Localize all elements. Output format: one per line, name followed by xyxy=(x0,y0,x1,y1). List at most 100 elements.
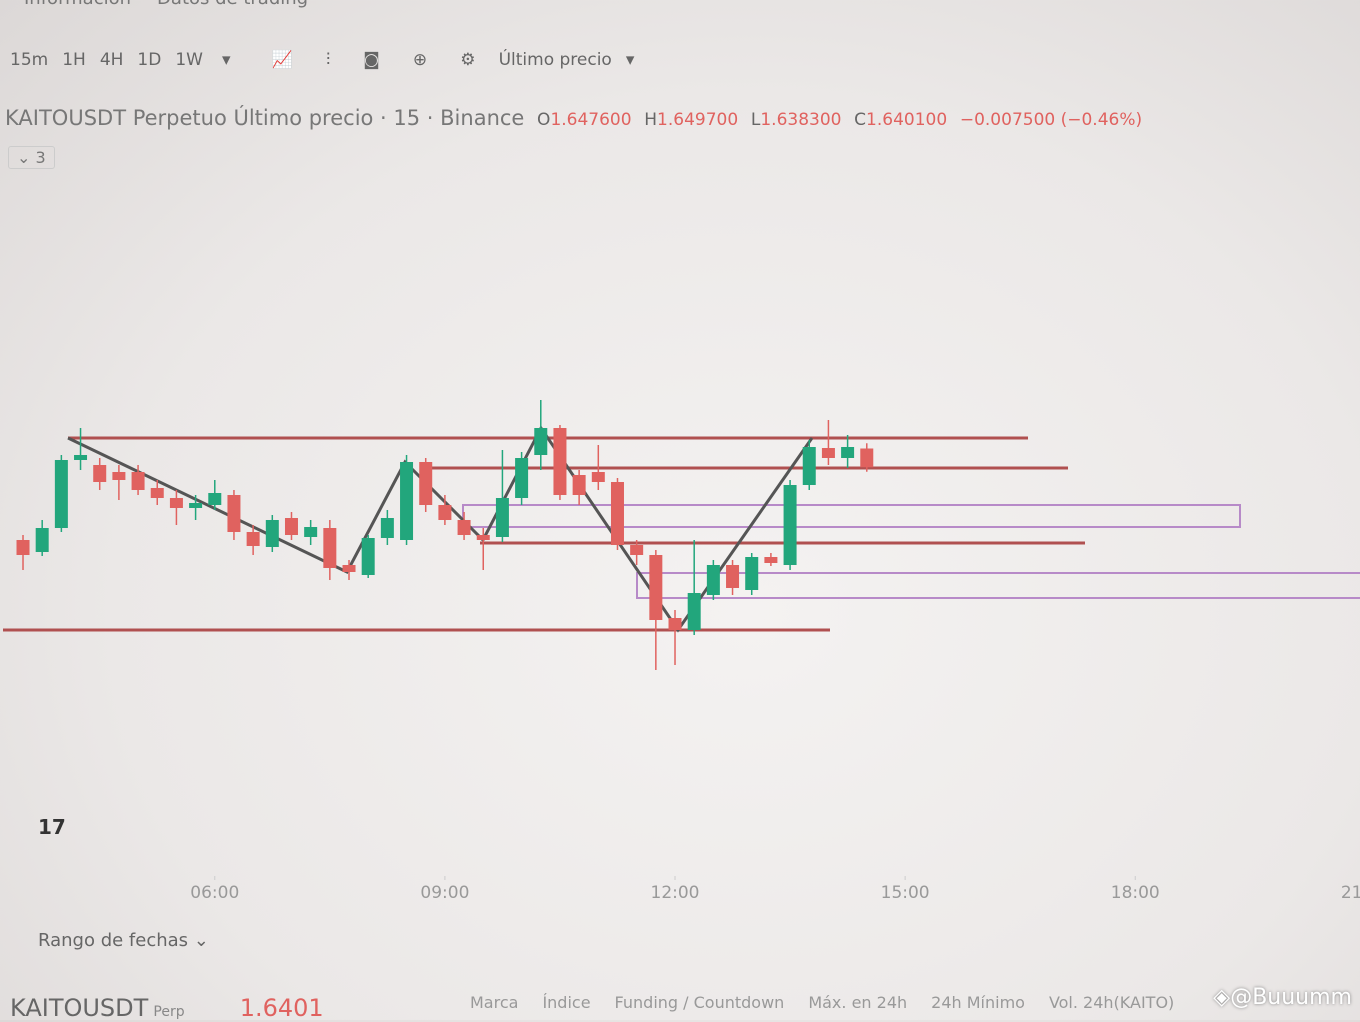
change: −0.007500 (−0.46%) xyxy=(959,110,1143,130)
footer-field: Funding / Countdown xyxy=(614,993,785,1012)
chart: 𝟭𝟳 06:00 09:00 12:00 15:00 18:00 21:00 xyxy=(3,400,1360,903)
candle-body xyxy=(534,428,548,455)
zone-box xyxy=(462,504,1241,528)
footer-fields: Marca Índice Funding / Countdown Máx. en 24… xyxy=(470,993,1198,1012)
x-tick-label: 21:00 xyxy=(1341,883,1360,903)
watermark-text: @Buuumm xyxy=(1230,985,1352,1010)
candle-body xyxy=(841,447,855,458)
low: 1.638300 xyxy=(760,110,842,130)
candle-body xyxy=(649,555,663,620)
candle-body xyxy=(169,498,183,508)
date-range-label: Rango de fechas xyxy=(38,930,189,951)
candle-body xyxy=(16,540,30,555)
candle-body xyxy=(630,545,644,555)
l-label: L xyxy=(750,110,761,130)
close: 1.640100 xyxy=(866,110,948,130)
c-label: C xyxy=(854,110,867,130)
candle-body xyxy=(553,428,567,495)
footer-field: Vol. 24h(KAITO) xyxy=(1048,993,1175,1012)
candle-body xyxy=(35,528,49,552)
candle-body xyxy=(150,488,164,498)
candle-body xyxy=(74,455,88,460)
candle-body xyxy=(400,462,414,540)
candle-body xyxy=(284,518,298,535)
candle-body xyxy=(745,557,759,590)
add-icon[interactable]: ⊕ xyxy=(412,50,428,70)
candle-body xyxy=(476,535,490,540)
tab[interactable]: Datos de trading xyxy=(157,0,308,9)
footer-field: Marca xyxy=(470,993,519,1012)
candle-body xyxy=(515,458,529,498)
footer-contract: Perp xyxy=(153,1004,185,1020)
zone-box xyxy=(636,572,1360,599)
tv-logo: 𝟭𝟳 xyxy=(38,815,66,839)
x-tick-label: 12:00 xyxy=(651,883,700,903)
candle-body xyxy=(208,493,222,505)
candle-body xyxy=(591,472,605,482)
x-tick-label: 09:00 xyxy=(420,883,469,903)
candle-body xyxy=(572,475,586,495)
x-tick-label: 15:00 xyxy=(881,883,930,903)
symbol: KAITOUSDT Perpetuo Último precio · 15 · … xyxy=(5,106,525,130)
footer: KAITOUSDT Perp 1.6401 xyxy=(10,994,384,1022)
candle-body xyxy=(783,485,797,565)
candle-body xyxy=(304,527,318,537)
tab[interactable]: Información xyxy=(24,0,131,9)
x-tick-label: 06:00 xyxy=(190,883,239,903)
candle-body xyxy=(380,518,394,538)
candle-body xyxy=(323,528,337,568)
interval[interactable]: 4H xyxy=(99,50,124,70)
candle-body xyxy=(189,503,203,508)
footer-field: Máx. en 24h xyxy=(808,993,908,1012)
svg-text:𝟭𝟳: 𝟭𝟳 xyxy=(38,815,66,839)
watermark: ◈@Buuumm xyxy=(1213,985,1352,1010)
open: 1.647600 xyxy=(550,110,632,130)
date-range[interactable]: Rango de fechas ⌄ xyxy=(38,930,209,951)
h-label: H xyxy=(644,110,658,130)
candle-body xyxy=(821,448,835,458)
candle-body xyxy=(687,593,701,630)
candle-body xyxy=(342,565,356,572)
indicator-icon[interactable]: 📈 xyxy=(271,50,293,70)
toolbar: 15m 1H 4H 1D 1W ▾ 📈 ⫶ ◙ ⊕ ⚙ Último precio ▾ xyxy=(10,50,648,70)
candle-body xyxy=(112,472,126,480)
interval[interactable]: 1H xyxy=(62,50,86,70)
interval[interactable]: 15m xyxy=(10,50,49,70)
o-label: O xyxy=(537,110,551,130)
candle-body xyxy=(610,482,624,545)
price-type-arrow[interactable]: ▾ xyxy=(625,50,635,70)
interval[interactable]: 1D xyxy=(137,50,162,70)
high: 1.649700 xyxy=(657,110,739,130)
drawings xyxy=(3,425,1360,633)
candle-body xyxy=(227,495,241,532)
indicators-toggle[interactable]: ⌄ 3 xyxy=(8,146,55,169)
x-tick-label: 18:00 xyxy=(1111,883,1160,903)
camera-icon[interactable]: ◙ xyxy=(363,50,380,70)
candle-body xyxy=(93,465,107,482)
footer-field: Índice xyxy=(542,993,591,1012)
candle-body xyxy=(860,448,874,468)
candle-body xyxy=(668,618,682,630)
footer-symbol: KAITOUSDT xyxy=(10,994,149,1022)
interval[interactable]: 1W xyxy=(175,50,203,70)
price-type[interactable]: Último precio xyxy=(498,50,612,70)
candle-body xyxy=(457,520,471,535)
indicators-count: 3 xyxy=(35,148,46,167)
candle-body xyxy=(131,472,145,490)
tabs: Información Datos de trading xyxy=(24,0,334,9)
candle-body xyxy=(495,498,509,537)
settings-icon[interactable]: ⚙ xyxy=(460,50,476,70)
candle-body xyxy=(54,460,68,528)
more-dropdown[interactable]: ▾ xyxy=(222,50,231,70)
footer-field: 24h Mínimo xyxy=(931,993,1025,1012)
candle-body xyxy=(361,538,375,575)
legend: KAITOUSDT Perpetuo Último precio · 15 · … xyxy=(5,106,1142,130)
candle-body xyxy=(706,565,720,595)
candle-body xyxy=(802,447,816,485)
candles-icon[interactable]: ⫶ xyxy=(325,50,331,70)
candle-body xyxy=(419,462,433,505)
footer-price: 1.6401 xyxy=(239,994,324,1022)
candle-body xyxy=(764,557,778,563)
candle-body xyxy=(265,520,279,547)
